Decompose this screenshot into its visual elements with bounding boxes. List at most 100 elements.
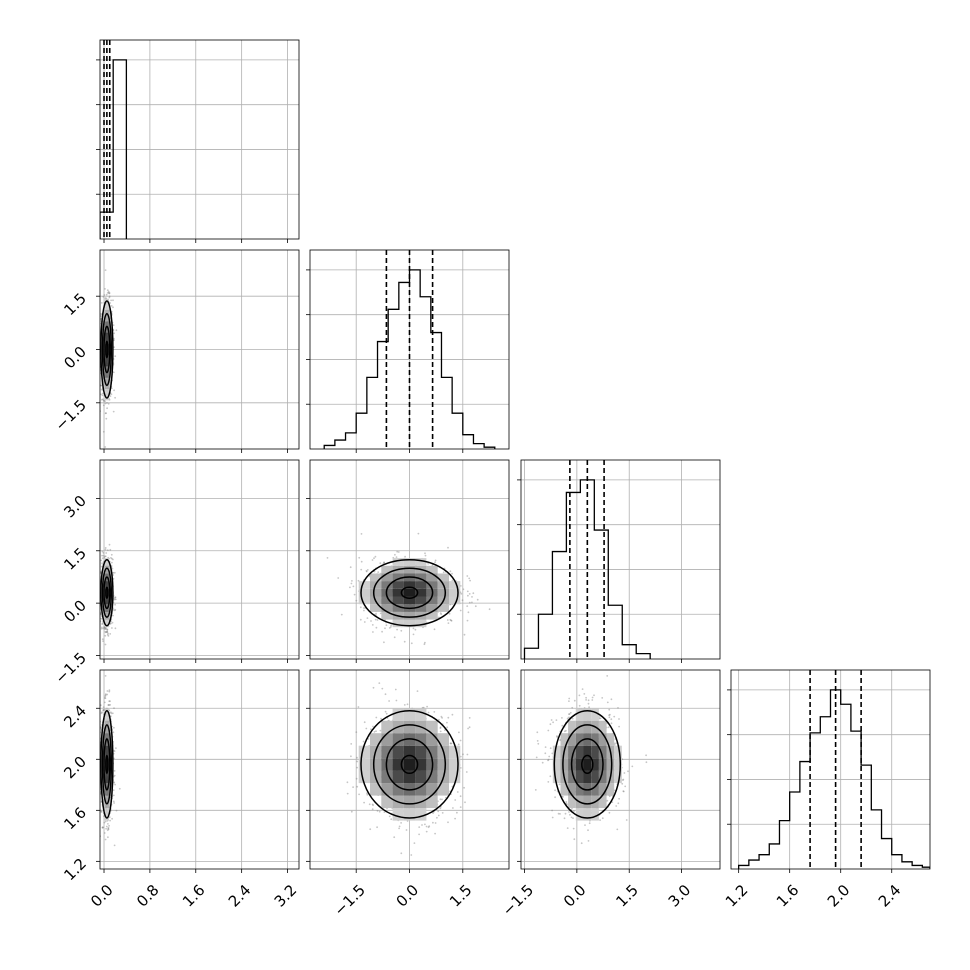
sample-point [95, 589, 97, 591]
sample-point [428, 825, 431, 828]
sample-point [103, 701, 106, 704]
sample-point [384, 710, 387, 713]
sample-point [114, 627, 117, 630]
y-tick-label: 1.5 [60, 289, 90, 319]
sample-point [102, 552, 105, 554]
density-cell [103, 795, 105, 809]
density-cell [437, 733, 449, 746]
density-cell [106, 581, 108, 589]
density-cell [106, 565, 108, 574]
sample-point [412, 633, 415, 636]
sample-point [104, 675, 107, 677]
sample-point [110, 712, 113, 715]
sample-point [390, 818, 393, 821]
density-cell [102, 573, 104, 582]
sample-point [103, 399, 105, 402]
sample-point [340, 613, 343, 616]
sample-point [368, 803, 371, 806]
sample-point [104, 634, 107, 637]
sample-point [108, 700, 111, 703]
sample-point [102, 295, 105, 298]
sample-point [414, 628, 417, 631]
sample-point [106, 633, 109, 636]
sample-point [378, 682, 381, 684]
density-cell [426, 720, 438, 734]
x-tick-label: 1.6 [179, 881, 209, 911]
sample-point [97, 343, 99, 345]
sample-point [101, 562, 103, 565]
density-cell [403, 745, 416, 759]
sample-point [434, 559, 437, 562]
sample-point [100, 571, 102, 573]
density-cell [370, 573, 382, 582]
density-cell [107, 745, 109, 759]
density-cell [106, 343, 108, 356]
y-tick-label: −1.5 [52, 396, 90, 434]
sample-point [100, 302, 103, 304]
sample-point [468, 593, 471, 595]
contour-line [400, 754, 419, 775]
sample-point [107, 704, 110, 706]
sample-point [370, 728, 372, 731]
sample-point [104, 288, 106, 290]
density-cell [403, 720, 416, 734]
sample-point [102, 399, 105, 402]
sample-point [113, 598, 116, 601]
sample-point [383, 641, 385, 644]
sample-point [112, 572, 115, 574]
sample-point [112, 731, 115, 734]
panel-content [95, 460, 299, 659]
sample-point [367, 738, 370, 740]
sample-point [113, 770, 116, 772]
density-cell [103, 310, 105, 322]
sample-point [476, 598, 479, 601]
sample-point [350, 810, 353, 813]
density-cell [106, 596, 108, 605]
sample-point [356, 756, 358, 759]
sample-point [114, 355, 117, 358]
sample-point [112, 371, 115, 374]
density-cell [381, 720, 393, 734]
density-cell [106, 720, 108, 734]
sample-point [101, 554, 103, 557]
sample-point [102, 826, 104, 829]
sample-point [108, 398, 111, 401]
sample-point [467, 727, 469, 730]
contour-line [103, 325, 111, 374]
density-cell [403, 596, 416, 605]
density-cell [392, 758, 404, 771]
sample-point [108, 704, 110, 706]
sample-point [113, 726, 115, 729]
y-tick-label: 2.0 [60, 753, 90, 783]
sample-point [111, 817, 113, 820]
density-cell [370, 588, 382, 597]
sample-point [421, 824, 423, 826]
sample-point [102, 554, 105, 557]
y-tick-label: 1.2 [60, 855, 90, 885]
panel-content [100, 40, 299, 239]
sample-point [371, 559, 374, 561]
density-cell [381, 770, 393, 784]
sample-point [358, 556, 361, 559]
density-cell [437, 588, 449, 597]
sample-point [381, 630, 383, 633]
panel-content [310, 670, 509, 869]
sample-point [114, 396, 116, 399]
sample-point [404, 555, 406, 558]
sample-point [96, 321, 98, 323]
x-tick-label: 0.0 [393, 881, 423, 911]
density-cell [102, 366, 104, 378]
density-cell [415, 558, 427, 566]
sample-point [424, 823, 426, 826]
density-cell [415, 588, 427, 597]
sample-point [112, 614, 114, 617]
sample-point [488, 608, 491, 611]
sample-point [459, 609, 462, 612]
sample-point [393, 636, 396, 639]
sample-point [109, 704, 112, 706]
density-cell [110, 366, 112, 378]
sample-point [433, 711, 436, 713]
density-cell [106, 377, 108, 389]
sample-point [393, 836, 396, 839]
sample-point [410, 642, 413, 645]
